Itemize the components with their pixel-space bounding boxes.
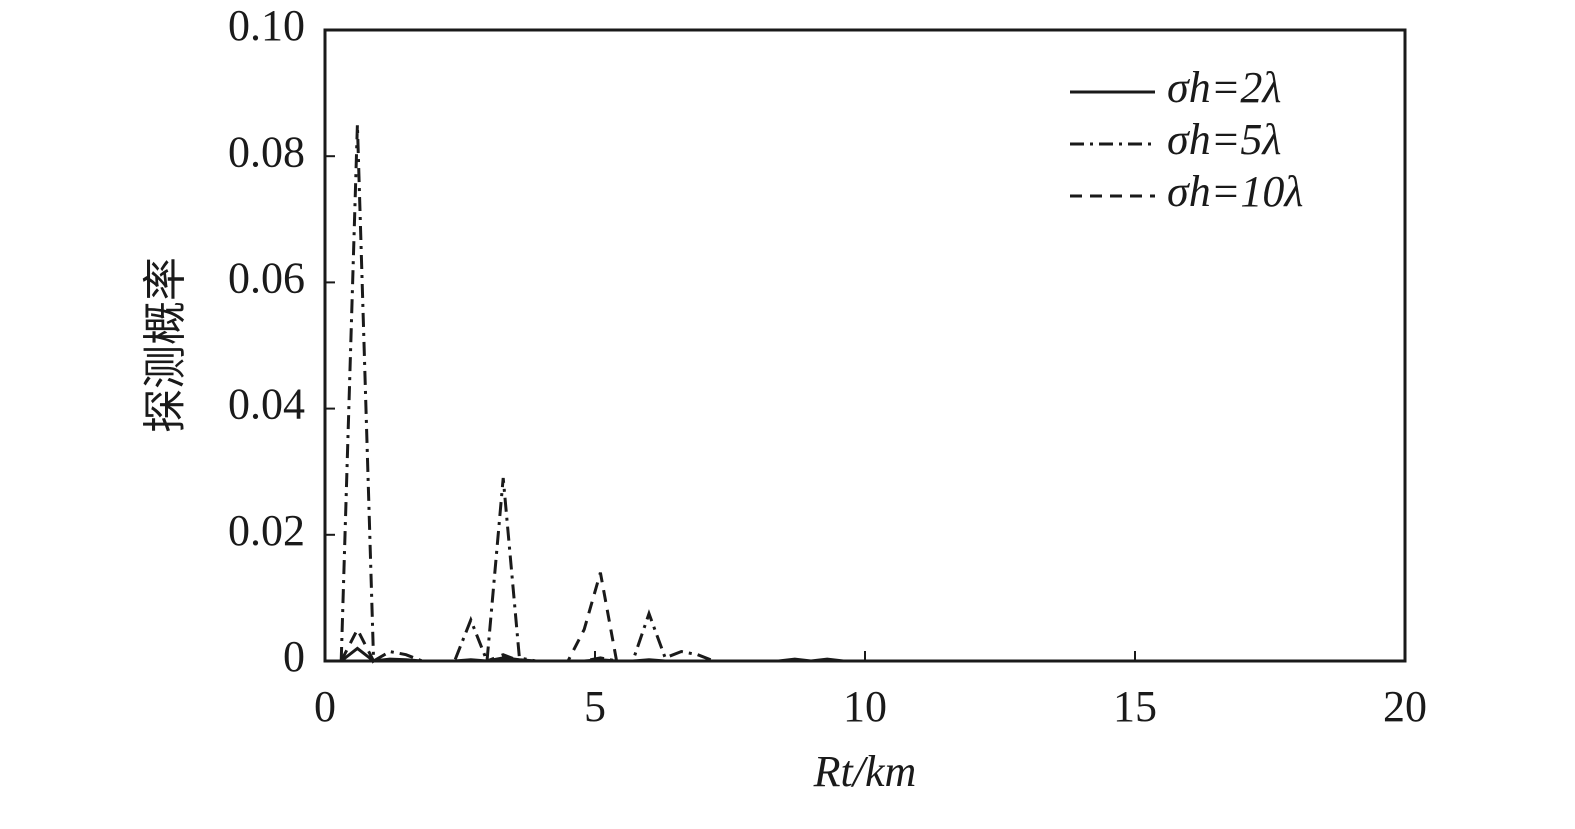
x-tick-label: 20 [1383,682,1427,731]
x-axis-label: Rt/km [813,747,917,796]
x-tick-label: 15 [1113,682,1157,731]
legend-label: σh=5λ [1167,115,1281,164]
x-tick-label: 10 [843,682,887,731]
legend-label: σh=10λ [1167,167,1303,216]
y-tick-label: 0.10 [228,1,305,50]
series-line [339,572,860,663]
y-tick-label: 0 [283,632,305,681]
y-tick-label: 0.06 [228,253,305,302]
y-tick-label: 0.02 [228,506,305,555]
x-tick-label: 0 [314,682,336,731]
y-tick-label: 0.04 [228,380,305,429]
legend-label: σh=2λ [1167,63,1281,112]
y-tick-label: 0.08 [228,127,305,176]
x-tick-label: 5 [584,682,606,731]
y-axis-label: 探测概率 [141,257,190,433]
